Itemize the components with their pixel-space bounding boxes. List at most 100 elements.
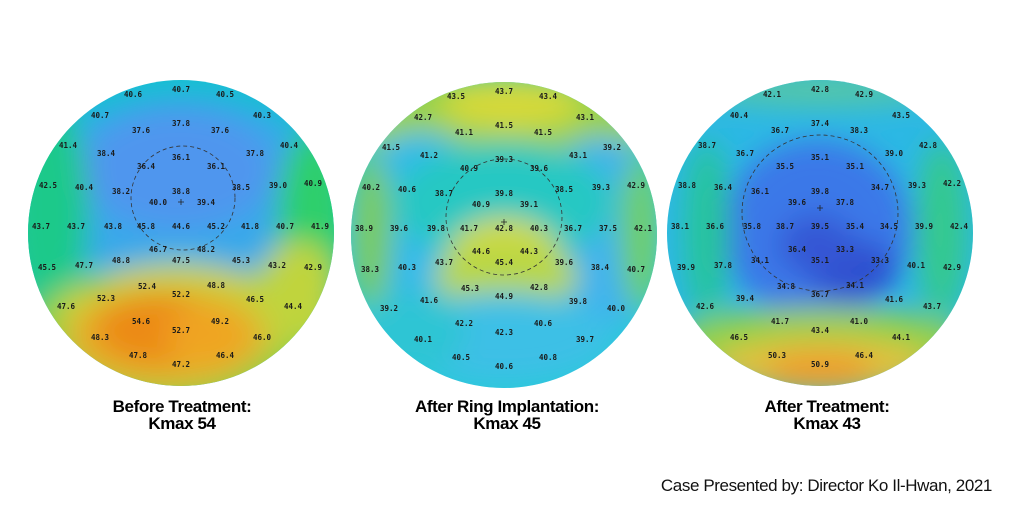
curvature-value: 35.5 (776, 162, 794, 171)
curvature-value: 37.6 (132, 126, 151, 135)
curvature-value: 43.1 (576, 113, 595, 122)
curvature-value: 43.2 (268, 261, 286, 270)
curvature-value: 40.3 (253, 111, 272, 120)
curvature-value: 42.8 (530, 283, 549, 292)
curvature-value: 40.9 (460, 164, 479, 173)
curvature-value: 52.7 (172, 326, 190, 335)
curvature-value: 42.9 (943, 263, 962, 272)
curvature-value: 39.6 (555, 258, 574, 267)
curvature-value: 39.6 (530, 164, 549, 173)
curvature-value: 35.1 (811, 153, 830, 162)
curvature-value: 39.8 (569, 297, 588, 306)
curvature-value: 50.3 (768, 351, 787, 360)
caption-title: Before Treatment: (112, 397, 252, 416)
curvature-value: 40.6 (534, 319, 553, 328)
curvature-value: 34.8 (777, 282, 796, 291)
curvature-value: 39.9 (915, 222, 934, 231)
curvature-value: 39.9 (677, 263, 696, 272)
curvature-value: 52.4 (138, 282, 157, 291)
curvature-value: 52.2 (172, 290, 190, 299)
curvature-value: 42.6 (696, 302, 715, 311)
curvature-value: 43.7 (495, 87, 513, 96)
curvature-value: 46.0 (253, 333, 272, 342)
curvature-value: 40.3 (530, 224, 549, 233)
curvature-value: 42.5 (39, 181, 57, 190)
curvature-value: 34.1 (846, 281, 865, 290)
case-credit: Case Presented by: Director Ko Il-Hwan, … (660, 476, 992, 495)
curvature-value: 40.7 (91, 111, 109, 120)
curvature-value: 37.8 (714, 261, 733, 270)
curvature-value: 36.4 (788, 245, 807, 254)
center-marker (817, 205, 823, 211)
curvature-value: 36.1 (207, 162, 226, 171)
curvature-value: 39.3 (592, 183, 611, 192)
topography-map-before: 40.6 40.7 40.5 40.7 40.3 37.8 37.6 37.6 41.4 38.4… (28, 80, 334, 386)
curvature-value: 48.3 (91, 333, 110, 342)
curvature-value: 33.3 (871, 256, 890, 265)
curvature-value: 39.8 (427, 224, 446, 233)
curvature-value: 38.5 (232, 183, 250, 192)
topography-svg: 40.6 40.7 40.5 40.7 40.3 37.8 37.6 37.6 41.4 38.4… (28, 80, 334, 386)
curvature-value: 36.4 (714, 183, 733, 192)
center-marker (501, 219, 507, 225)
curvature-value: 44.9 (495, 292, 514, 301)
curvature-value: 42.9 (627, 181, 646, 190)
curvature-value: 40.0 (149, 198, 168, 207)
curvature-value: 52.3 (97, 294, 116, 303)
curvature-value: 40.9 (472, 200, 491, 209)
curvature-value: 45.3 (232, 256, 251, 265)
curvature-value: 45.8 (137, 222, 156, 231)
curvature-value: 41.5 (534, 128, 552, 137)
curvature-value: 41.5 (382, 143, 400, 152)
caption-kmax: Kmax 54 (148, 414, 216, 433)
curvature-value: 38.2 (112, 187, 130, 196)
curvature-value: 36.7 (811, 290, 829, 299)
caption-after: After Treatment: Kmax 43 (697, 398, 957, 432)
center-marker (178, 199, 184, 205)
caption-title: After Ring Implantation: (415, 397, 599, 416)
curvature-value: 42.8 (495, 224, 514, 233)
curvature-value: 38.4 (591, 263, 610, 272)
curvature-value: 46.5 (730, 333, 748, 342)
curvature-value: 45.4 (495, 258, 514, 267)
curvature-value: 39.0 (269, 181, 288, 190)
curvature-value: 35.8 (743, 222, 762, 231)
curvature-value: 38.7 (435, 189, 453, 198)
caption-kmax: Kmax 45 (473, 414, 541, 433)
curvature-value: 41.9 (311, 222, 330, 231)
curvature-value: 40.9 (304, 179, 323, 188)
curvature-value: 40.7 (172, 85, 190, 94)
curvature-value: 38.5 (555, 185, 573, 194)
topography-map-ring: 43.5 43.7 43.4 42.7 43.1 41.5 41.1 41.5 41.5 43.1… (351, 82, 657, 388)
curvature-value: 39.1 (520, 200, 539, 209)
curvature-value: 37.8 (246, 149, 265, 158)
pupil-circle (130, 145, 236, 251)
caption-kmax: Kmax 43 (793, 414, 861, 433)
curvature-value: 41.6 (420, 296, 439, 305)
curvature-value: 42.8 (919, 141, 938, 150)
curvature-value: 41.8 (241, 222, 260, 231)
curvature-value: 47.5 (172, 256, 190, 265)
curvature-value: 39.6 (390, 224, 409, 233)
curvature-value: 39.5 (811, 222, 829, 231)
curvature-value: 43.5 (447, 92, 465, 101)
curvature-value: 37.8 (172, 119, 191, 128)
topography-svg: 43.5 43.7 43.4 42.7 43.1 41.5 41.1 41.5 41.5 43.1… (351, 82, 657, 388)
curvature-value: 42.7 (414, 113, 432, 122)
curvature-value: 40.5 (216, 90, 234, 99)
curvature-value: 42.9 (304, 263, 323, 272)
curvature-value: 40.7 (627, 265, 645, 274)
caption-ring: After Ring Implantation: Kmax 45 (377, 398, 637, 432)
curvature-value: 36.1 (172, 153, 191, 162)
topography-map-after: 42.1 42.8 42.9 40.4 43.5 37.4 36.7 38.3 38.7 36.7… (667, 80, 973, 386)
caption-title: After Treatment: (764, 397, 890, 416)
curvature-value: 44.6 (472, 247, 491, 256)
curvature-value: 39.4 (197, 198, 216, 207)
pupil-circle (445, 158, 563, 276)
curvature-value: 38.4 (97, 149, 116, 158)
curvature-value: 37.8 (836, 198, 855, 207)
curvature-value: 39.3 (908, 181, 927, 190)
curvature-value: 40.1 (907, 261, 926, 270)
curvature-value: 44.1 (892, 333, 911, 342)
curvature-value: 40.0 (607, 304, 626, 313)
